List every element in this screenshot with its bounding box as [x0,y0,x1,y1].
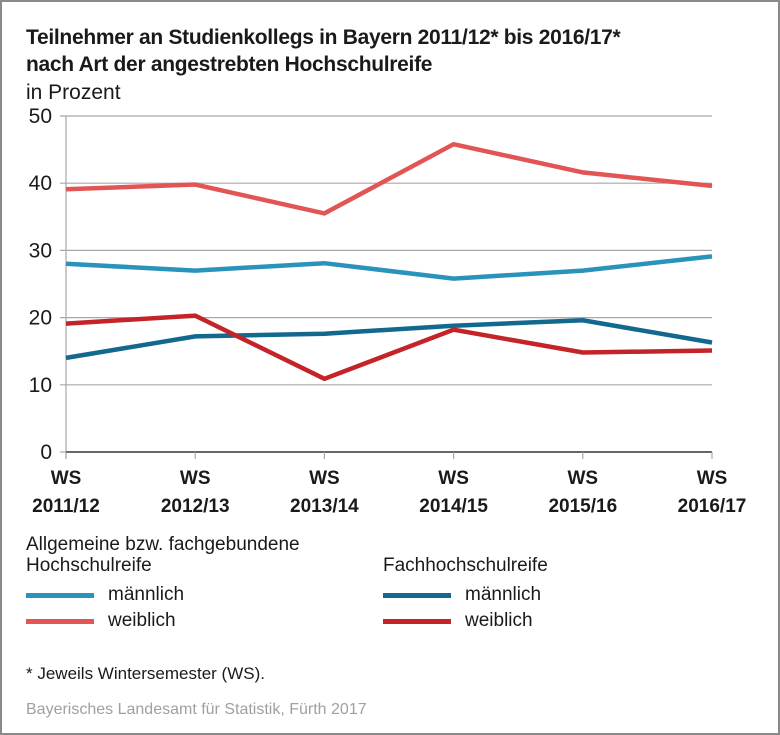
x-tick-label-line1: WS [697,468,728,489]
series-line-1 [65,141,713,216]
x-tick-label-line1: WS [567,468,598,489]
legend-swatch [26,618,94,624]
legend-group-title-line-1: Allgemeine bzw. fachgebundene [26,534,300,555]
footnote: * Jeweils Wintersemester (WS). [26,664,265,683]
x-tick-label-line2: 2015/16 [548,496,617,517]
y-tick-label: 40 [29,172,52,195]
chart-title-line-1: Teilnehmer an Studienkollegs in Bayern 2… [26,26,621,49]
series-line-2 [65,318,713,361]
chart-title-line-2: nach Art der angestrebten Hochschulreife [26,53,433,76]
chart-subtitle: in Prozent [26,81,121,104]
series-line-0 [65,254,713,281]
x-tick-label-line1: WS [309,468,340,489]
y-tick-label: 20 [29,307,52,330]
gridlines [60,115,712,458]
x-tick-label-line1: WS [180,468,211,489]
x-tick-label-line2: 2016/17 [678,496,747,517]
legend-label: weiblich [465,610,533,631]
legend-group-title-line: Fachhochschulreife [383,555,548,576]
legend-label: männlich [465,584,542,605]
legend-item-fachhochschulreife-weiblich: weiblich [383,610,533,632]
x-tick-label-line2: 2012/13 [161,496,230,517]
x-axis: WS 2011/12 WS 2012/13 WS 2013/14 WS 2014/15 WS 20… [32,451,747,517]
legend-swatch [383,592,451,598]
x-tick-label-line2: 2014/15 [419,496,488,517]
legend-item-allgemeine-maennlich: männlich [26,584,184,606]
y-axis: 0 10 20 30 40 50 [29,105,52,464]
y-tick-label: 0 [40,441,52,464]
x-tick-label-line2: 2013/14 [290,496,359,517]
y-tick-label: 50 [29,105,52,128]
series-line-3 [65,313,713,382]
legend-group-title-fachhochschulreife: Fachhochschulreife [383,555,548,576]
series-lines [65,141,713,382]
legend-group-title-line-2: Hochschulreife [26,555,152,576]
legend-label: weiblich [108,610,176,631]
legend-swatch [383,618,451,624]
x-tick-label-line2: 2011/12 [32,496,100,517]
legend-item-fachhochschulreife-maennlich: männlich [383,584,541,606]
legend-label: männlich [108,584,185,605]
source-note: Bayerisches Landesamt für Statistik, Für… [26,701,367,718]
x-tick-label-line1: WS [438,468,469,489]
legend-item-allgemeine-weiblich: weiblich [26,610,176,632]
y-tick-label: 10 [29,374,52,397]
legend-swatch [26,592,94,598]
chart-title: Teilnehmer an Studienkollegs in Bayern 2… [26,24,621,78]
legend-group-title-allgemeine: Allgemeine bzw. fachgebundene Hochschulr… [26,534,300,576]
x-tick-label-line1: WS [51,468,82,489]
y-tick-label: 30 [29,239,52,262]
